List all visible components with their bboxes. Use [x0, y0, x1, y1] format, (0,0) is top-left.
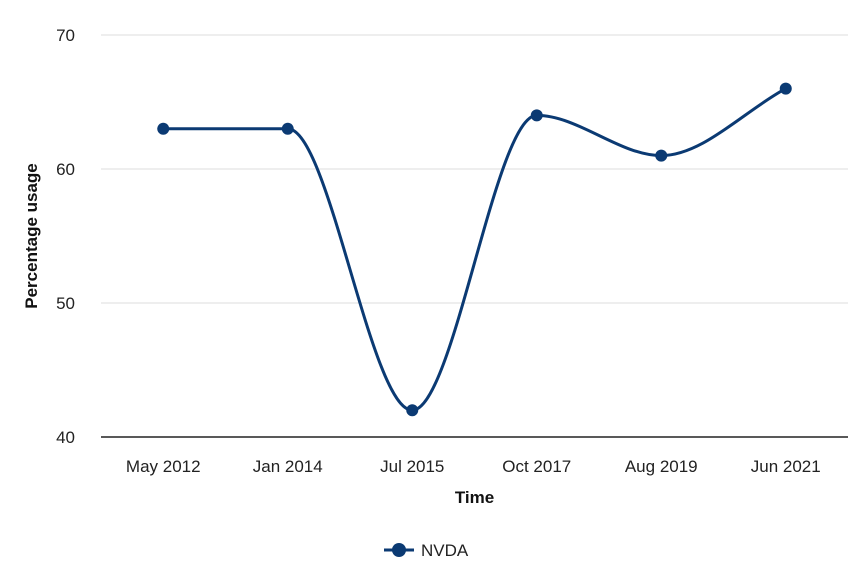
data-point[interactable]: [281, 122, 294, 135]
y-tick-labels: 40 50 60 70: [56, 26, 75, 447]
x-tick-labels: May 2012 Jan 2014 Jul 2015 Oct 2017 Aug 2019…: [126, 457, 821, 476]
x-axis-title: Time: [455, 488, 494, 507]
y-tick-label: 40: [56, 428, 75, 447]
data-point[interactable]: [779, 82, 792, 95]
x-tick-label: Jan 2014: [253, 457, 323, 476]
legend-label: NVDA: [421, 541, 469, 560]
legend[interactable]: NVDA: [384, 541, 469, 560]
y-tick-label: 50: [56, 294, 75, 313]
x-tick-label: May 2012: [126, 457, 201, 476]
data-point[interactable]: [530, 109, 543, 122]
grid-lines: [101, 34, 848, 304]
x-tick-label: Aug 2019: [625, 457, 698, 476]
series-layer: [157, 82, 792, 417]
data-point[interactable]: [655, 149, 668, 162]
series-line: [163, 87, 787, 412]
x-tick-label: Jul 2015: [380, 457, 444, 476]
y-tick-label: 60: [56, 160, 75, 179]
data-point[interactable]: [406, 404, 419, 417]
legend-dot-marker: [392, 543, 406, 557]
y-axis-title: Percentage usage: [22, 163, 41, 309]
data-point[interactable]: [157, 122, 170, 135]
y-tick-label: 70: [56, 26, 75, 45]
x-tick-label: Jun 2021: [751, 457, 821, 476]
x-tick-label: Oct 2017: [502, 457, 571, 476]
